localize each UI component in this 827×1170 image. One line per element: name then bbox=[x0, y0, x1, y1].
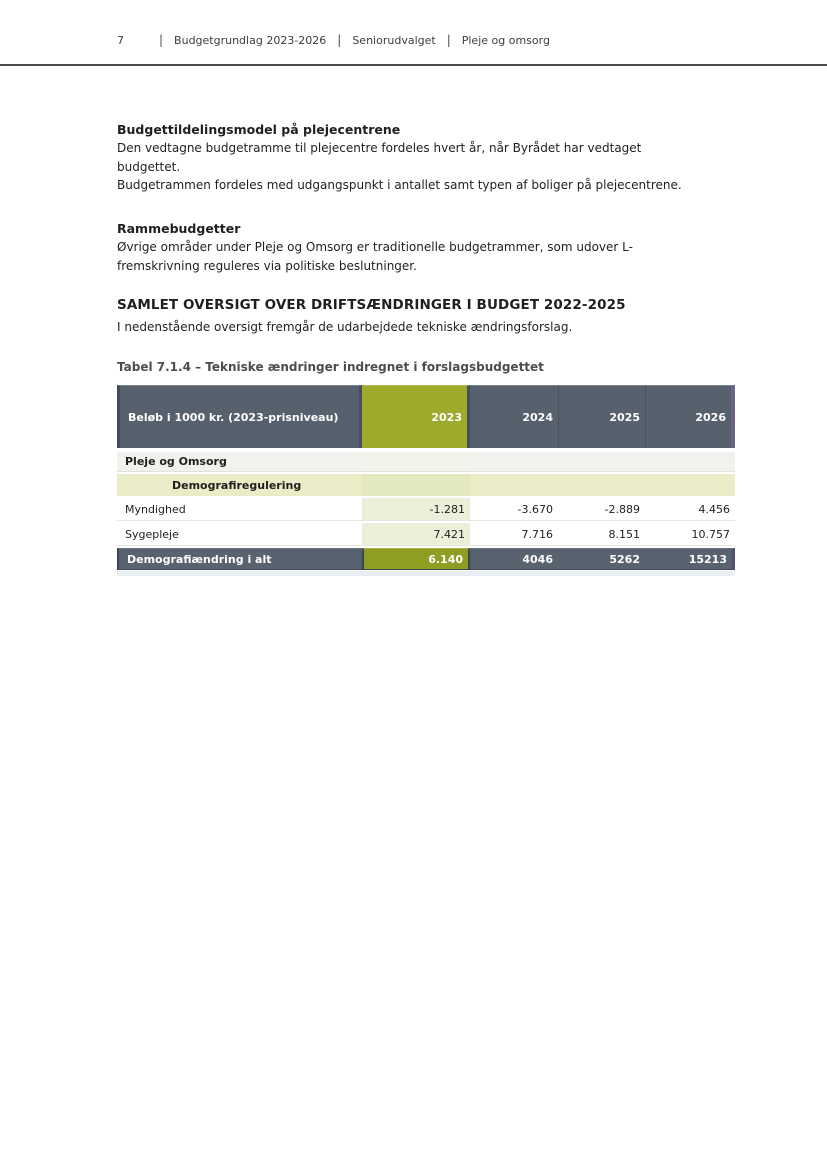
table-section-row: Pleje og Omsorg bbox=[117, 452, 735, 472]
value-2025: 8.151 bbox=[558, 523, 645, 546]
body-text-line: I nedenstående oversigt fremgår de udarb… bbox=[117, 320, 573, 334]
section-rammebudgetter: Rammebudgetter Øvrige områder under Plej… bbox=[117, 219, 633, 275]
total-value-2025: 5262 bbox=[558, 548, 645, 570]
table-total-row: Demografiændring i alt 6.140 4046 5262 1… bbox=[117, 548, 735, 570]
value-2026: 10.757 bbox=[645, 523, 735, 546]
section-budgettildelingsmodel: Budgettildelingsmodel på plejecentrene D… bbox=[117, 120, 682, 195]
header-area: Pleje og omsorg bbox=[461, 33, 550, 47]
header-doc-title: Budgetgrundlag 2023-2026 bbox=[174, 33, 327, 47]
empty-cell bbox=[558, 474, 645, 496]
table-header-year-2025: 2025 bbox=[558, 385, 645, 448]
section-heading: Rammebudgetter bbox=[117, 221, 241, 236]
section-heading: SAMLET OVERSIGT OVER DRIFTSÆNDRINGER I B… bbox=[117, 297, 626, 313]
empty-cell bbox=[470, 452, 558, 472]
section-row-label: Pleje og Omsorg bbox=[117, 452, 362, 472]
header-committee: Seniorudvalget bbox=[352, 33, 436, 47]
empty-cell bbox=[362, 474, 470, 496]
value-2024: 7.716 bbox=[470, 523, 558, 546]
body-text-line: Den vedtagne budgetramme til plejecentre… bbox=[117, 141, 642, 155]
value-2023: -1.281 bbox=[362, 498, 470, 521]
table-header-row: Beløb i 1000 kr. (2023-prisniveau) 2023 … bbox=[117, 385, 735, 448]
table-bottom-strip bbox=[117, 571, 735, 576]
empty-cell bbox=[558, 452, 645, 472]
empty-cell bbox=[470, 474, 558, 496]
subsection-row-label: Demografiregulering bbox=[117, 474, 362, 496]
empty-cell bbox=[645, 452, 735, 472]
value-2026: 4.456 bbox=[645, 498, 735, 521]
page-number: 7 bbox=[117, 33, 124, 47]
table-header-year-2024: 2024 bbox=[470, 385, 558, 448]
header-separator: | bbox=[337, 33, 342, 47]
table-row: Myndighed -1.281 -3.670 -2.889 4.456 bbox=[117, 498, 735, 521]
body-text-line: Budgetrammen fordeles med udgangspunkt i… bbox=[117, 178, 682, 193]
section-heading: Budgettildelingsmodel på plejecentrene bbox=[117, 122, 401, 137]
table-header-label: Beløb i 1000 kr. (2023-prisniveau) bbox=[117, 385, 362, 448]
body-text-line: Øvrige områder under Pleje og Omsorg er … bbox=[117, 240, 633, 254]
total-value-2023: 6.140 bbox=[362, 548, 470, 570]
header-separator: | bbox=[159, 33, 164, 47]
body-text-line: budgettet. bbox=[117, 159, 181, 174]
table-header-year-2026: 2026 bbox=[645, 385, 735, 448]
section-samlet-oversigt: SAMLET OVERSIGT OVER DRIFTSÆNDRINGER I B… bbox=[117, 296, 626, 337]
table-row: Sygepleje 7.421 7.716 8.151 10.757 bbox=[117, 523, 735, 546]
table-header-year-2023: 2023 bbox=[362, 385, 470, 448]
header-rule bbox=[0, 64, 827, 66]
table-subsection-row: Demografiregulering bbox=[117, 474, 735, 496]
total-row-label: Demografiændring i alt bbox=[117, 548, 362, 570]
total-value-2026: 15213 bbox=[645, 548, 735, 570]
value-2023: 7.421 bbox=[362, 523, 470, 546]
total-value-2024: 4046 bbox=[470, 548, 558, 570]
row-label: Myndighed bbox=[117, 498, 362, 521]
table-caption: Tabel 7.1.4 – Tekniske ændringer indregn… bbox=[117, 360, 544, 374]
header-separator: | bbox=[446, 33, 451, 47]
body-text-line: fremskrivning reguleres via politiske be… bbox=[117, 258, 417, 273]
empty-cell bbox=[645, 474, 735, 496]
value-2025: -2.889 bbox=[558, 498, 645, 521]
empty-cell bbox=[362, 452, 470, 472]
row-label: Sygepleje bbox=[117, 523, 362, 546]
budget-table: Beløb i 1000 kr. (2023-prisniveau) 2023 … bbox=[117, 385, 735, 576]
running-header: 7 | Budgetgrundlag 2023-2026 | Seniorudv… bbox=[117, 33, 550, 47]
value-2024: -3.670 bbox=[470, 498, 558, 521]
